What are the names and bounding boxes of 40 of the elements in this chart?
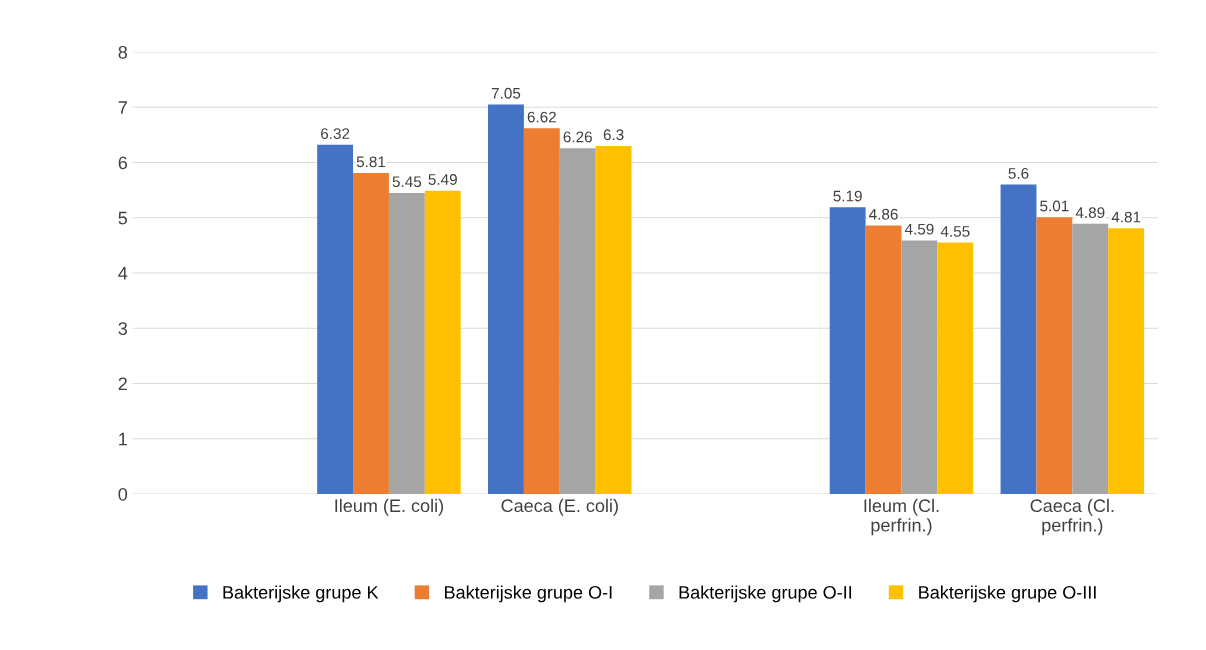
data-label: 5.19 (833, 190, 862, 202)
bar (353, 173, 389, 494)
bar (595, 145, 632, 494)
legend-label: Bakterijske grupe O-III (919, 585, 1096, 603)
y-tick-label: 5 (118, 211, 128, 225)
y-tick-label: 8 (118, 45, 128, 59)
data-label: 4.86 (869, 208, 898, 220)
data-label: 5.45 (392, 176, 422, 188)
x-tick-label: Ileum (E. coli) (335, 498, 443, 516)
data-label: 5.49 (428, 174, 457, 185)
bar (865, 225, 902, 494)
y-tick-label: 4 (118, 267, 128, 280)
y-tick-label: 6 (118, 156, 128, 170)
x-tick-label: Caeca (E. coli) (501, 498, 618, 516)
bar (1108, 228, 1145, 494)
y-tick-label: 7 (118, 101, 127, 114)
legend-label: Bakterijske grupe O-I (445, 585, 612, 603)
data-label: 4.81 (1111, 211, 1141, 223)
data-label: 4.59 (904, 223, 934, 235)
y-tick-label: 2 (118, 377, 127, 391)
bar (317, 144, 354, 494)
x-tick-label: Ileum (Cl. perfrin.) (864, 498, 939, 536)
data-label: 4.89 (1075, 207, 1105, 219)
legend-label: Bakterijske grupe O-II (679, 585, 852, 603)
y-tick-label: 1 (119, 432, 127, 446)
data-label: 6.26 (563, 131, 592, 143)
data-label: 6.62 (527, 111, 556, 123)
data-label: 6.3 (603, 129, 624, 141)
bar (388, 192, 425, 494)
x-tick-label: Caeca (Cl. perfrin.) (1030, 498, 1114, 536)
bar (1072, 223, 1109, 494)
y-tick-label: 0 (118, 487, 128, 501)
data-label: 5.81 (356, 156, 386, 168)
data-label: 7.05 (491, 87, 521, 99)
data-label: 5.01 (1040, 200, 1069, 212)
data-label: 6.32 (321, 128, 350, 140)
data-label: 4.55 (940, 226, 970, 237)
data-label: 5.6 (1008, 167, 1029, 179)
y-tick-label: 3 (118, 322, 128, 335)
legend-label: Bakterijske grupe K (223, 585, 379, 603)
